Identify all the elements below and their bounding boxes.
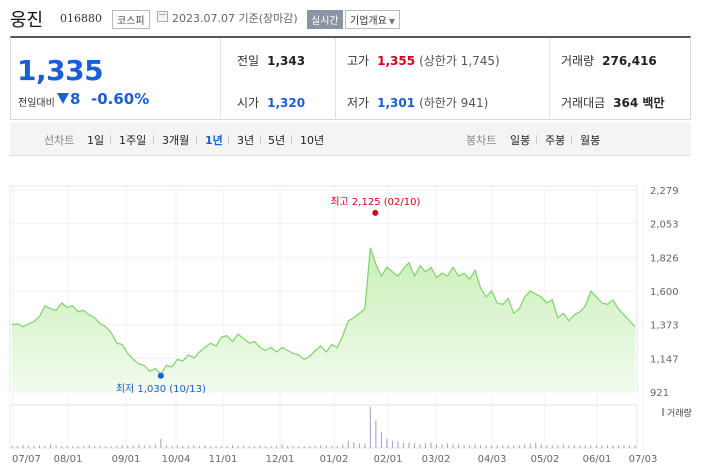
prev-close-value: 1,343 (267, 54, 306, 68)
high-label: 고가 (347, 54, 370, 68)
price-chart: 2,279 2,053 1,826 1,600 1,373 1,147 921 최고 2,12… (9, 185, 692, 465)
amount-cell: 거래대금 364 백만 (561, 94, 664, 111)
high-cell: 고가 1,355 (상한가 1,745) (347, 52, 500, 69)
x-tick-label: 11/01 (209, 454, 238, 465)
y-tick-label: 2,279 (650, 186, 679, 197)
volume-label: 거래량 (561, 54, 595, 68)
price-panel: 1,335 전일대비 8 -0.60% 전일 1,343 고가 1,355 (상한가 … (10, 36, 691, 120)
high-annotation: 최고 2,125 (02/10) (330, 196, 420, 208)
prev-close-label: 전일 (237, 54, 260, 68)
market-badge: 코스피 (112, 10, 150, 29)
tab-3y[interactable]: 3년 (237, 134, 255, 147)
upper-limit: (상한가 1,745) (419, 54, 500, 68)
candle-chart-label: 봉차트 (466, 134, 497, 147)
tab-daily[interactable]: 일봉 (510, 134, 531, 147)
company-info-label: 기업개요 (350, 16, 387, 27)
y-tick-label: 1,600 (650, 287, 679, 298)
column-divider (549, 38, 550, 120)
price-area (12, 247, 635, 392)
tab-separator (153, 135, 154, 144)
tab-separator (110, 135, 111, 144)
x-tick-label: 07/07 (12, 454, 41, 465)
tab-separator (291, 135, 292, 144)
amount-label: 거래대금 (561, 96, 606, 110)
x-tick-label: 03/02 (422, 454, 451, 465)
x-tick-label: 06/01 (583, 454, 612, 465)
stock-name: 웅진 (10, 10, 44, 31)
volume-value: 276,416 (602, 54, 657, 68)
y-tick-label: 921 (650, 388, 669, 399)
tab-1y[interactable]: 1년 (205, 134, 223, 147)
change-rate: -0.60% (91, 90, 150, 108)
x-tick-label: 09/01 (112, 454, 141, 465)
tab-10y[interactable]: 10년 (300, 134, 325, 147)
y-tick-label: 2,053 (650, 220, 679, 231)
x-tick-label: 08/01 (54, 454, 83, 465)
quote-date: 2023.07.07 기준(장마감) (172, 12, 298, 25)
stock-code: 016880 (60, 12, 102, 25)
tab-weekly[interactable]: 주봉 (545, 134, 566, 147)
lower-limit: (하한가 941) (419, 96, 489, 110)
column-divider (335, 38, 336, 120)
volume-cell: 거래량 276,416 (561, 52, 657, 69)
x-tick-label: 10/04 (162, 454, 191, 465)
amount-value: 364 백만 (613, 96, 665, 110)
calendar-icon (157, 11, 168, 22)
tab-separator (196, 135, 197, 144)
line-chart-label: 선차트 (44, 134, 75, 147)
company-info-dropdown[interactable]: 기업개요 ▼ (345, 10, 400, 29)
change-value: 8 (70, 90, 81, 108)
volume-legend: 거래량 (667, 407, 692, 419)
tab-1w[interactable]: 1주일 (119, 134, 147, 147)
x-tick-label: 02/01 (374, 454, 403, 465)
x-tick-label: 05/02 (531, 454, 560, 465)
tab-separator (536, 135, 537, 144)
tab-separator (571, 135, 572, 144)
realtime-button[interactable]: 실시간 (307, 10, 343, 29)
low-annotation: 최저 1,030 (10/13) (116, 383, 206, 395)
y-tick-label: 1,373 (650, 321, 679, 332)
low-label: 저가 (347, 96, 370, 110)
tab-monthly[interactable]: 월봉 (580, 134, 601, 147)
x-tick-label: 07/03 (629, 454, 658, 465)
chart-period-tabs: 선차트 1일 1주일 3개월 1년 3년 5년 10년 봉차트 일봉 주봉 월봉 (10, 122, 691, 156)
chevron-down-icon: ▼ (388, 17, 395, 26)
y-tick-label: 1,826 (650, 253, 679, 264)
x-tick-label: 01/02 (320, 454, 349, 465)
down-arrow-icon (57, 93, 69, 104)
high-marker (372, 209, 379, 216)
stock-header: 웅진 016880 코스피 2023.07.07 기준(장마감) 실시간 기업개… (0, 0, 702, 36)
open-cell: 시가 1,320 (237, 94, 305, 111)
current-price: 1,335 (17, 54, 104, 87)
low-marker (157, 372, 164, 379)
open-label: 시가 (237, 96, 260, 110)
volume-legend-swatch (662, 408, 664, 416)
price-line (11, 247, 636, 376)
change-label: 전일대비 (18, 98, 55, 109)
high-value: 1,355 (377, 54, 416, 68)
open-value: 1,320 (267, 96, 306, 110)
low-value: 1,301 (377, 96, 416, 110)
tab-3m[interactable]: 3개월 (162, 134, 190, 147)
tab-5y[interactable]: 5년 (268, 134, 286, 147)
tab-separator (228, 135, 229, 144)
low-cell: 저가 1,301 (하한가 941) (347, 94, 488, 111)
y-tick-label: 1,147 (650, 354, 679, 365)
tab-1d[interactable]: 1일 (87, 134, 105, 147)
x-tick-label: 04/03 (478, 454, 507, 465)
prev-close-cell: 전일 1,343 (237, 52, 305, 69)
volume-frame (9, 404, 638, 449)
x-tick-label: 12/01 (266, 454, 295, 465)
current-price-block: 1,335 전일대비 8 -0.60% (11, 38, 221, 120)
tab-separator (260, 135, 261, 144)
